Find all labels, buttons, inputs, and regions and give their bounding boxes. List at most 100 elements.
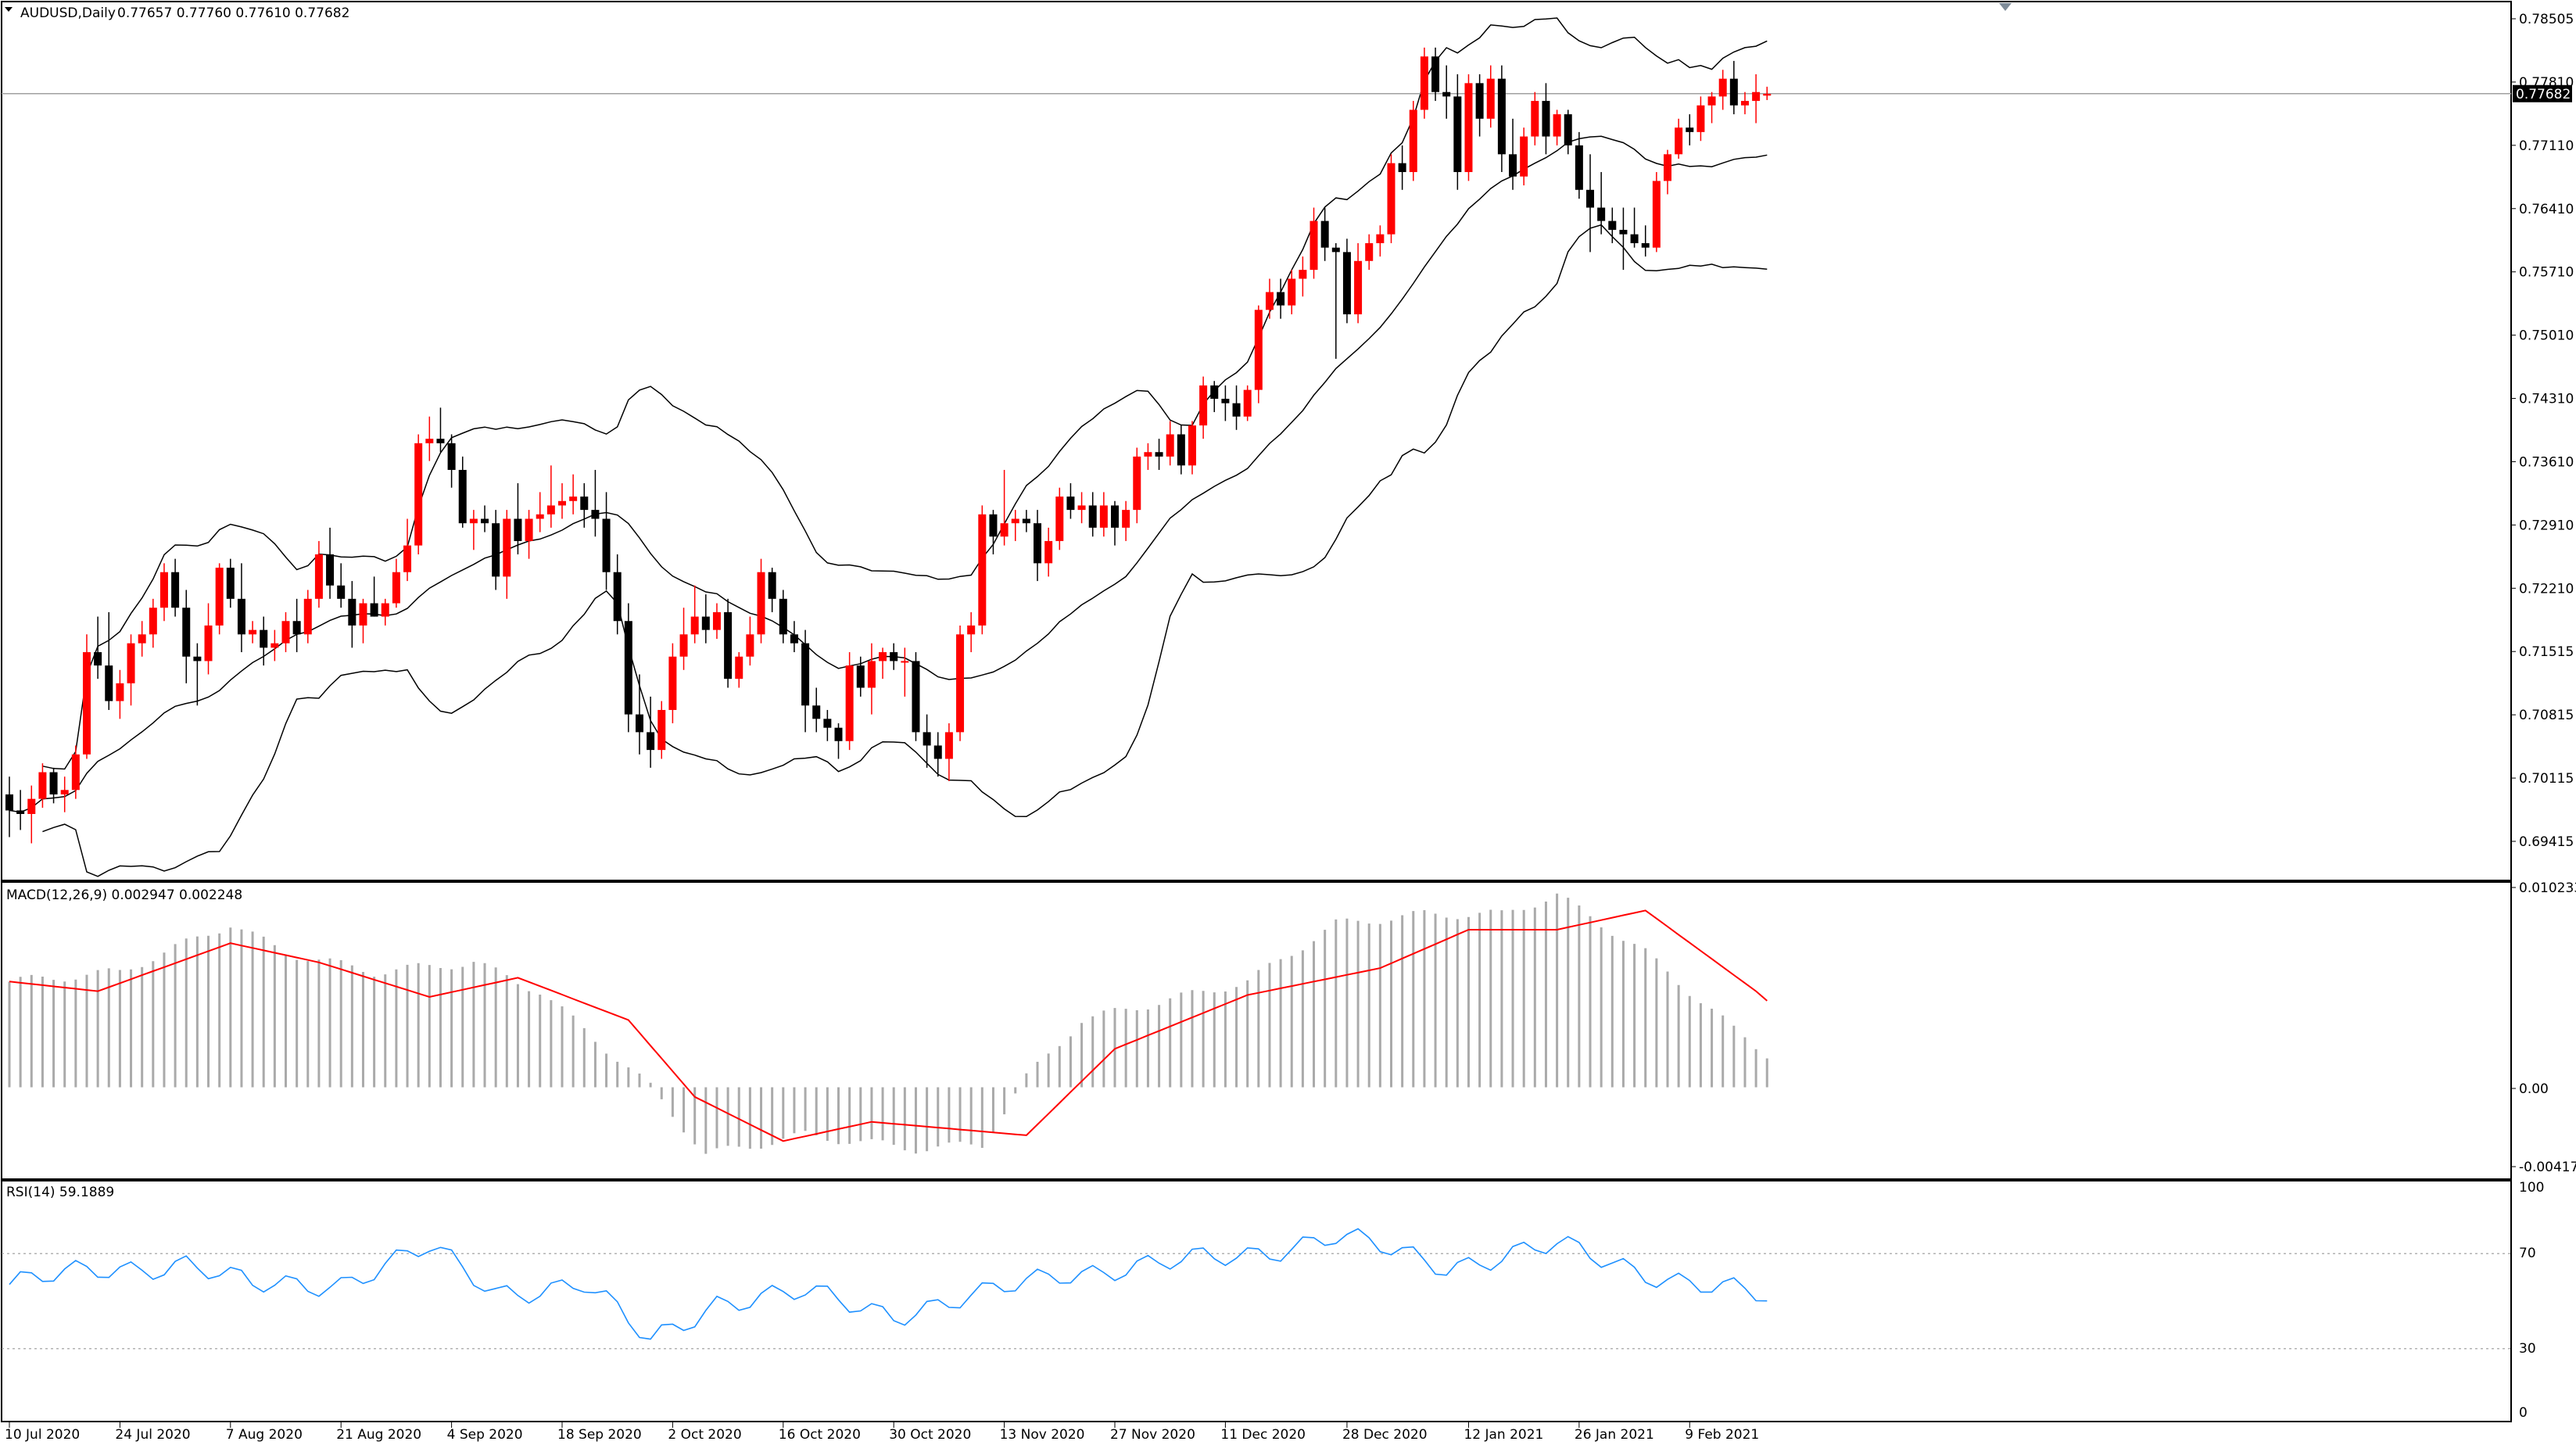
- candle-body: [1055, 497, 1064, 541]
- candle: [1763, 86, 1772, 100]
- candle: [867, 643, 876, 715]
- candle-body: [657, 709, 666, 751]
- macd-y-tick-label: 0.010233: [2519, 880, 2576, 896]
- candle: [1265, 278, 1274, 319]
- candle-body: [481, 518, 489, 524]
- candle-body: [923, 732, 931, 746]
- candle: [1497, 65, 1506, 173]
- candle: [1044, 527, 1053, 577]
- candle-body: [1288, 278, 1296, 306]
- candle: [668, 643, 677, 724]
- candle-body: [647, 732, 655, 751]
- y-tick-label: 0.71515: [2519, 644, 2574, 660]
- candle: [1675, 118, 1683, 159]
- shift-marker-icon[interactable]: [1999, 3, 2012, 11]
- candle-body: [215, 568, 224, 626]
- candle-body: [447, 443, 456, 470]
- x-tick-label: 28 Dec 2020: [1342, 1427, 1428, 1443]
- candle: [591, 469, 600, 537]
- candle: [381, 598, 389, 626]
- candle-body: [1299, 270, 1307, 279]
- candle-body: [458, 469, 467, 524]
- candle: [613, 554, 622, 635]
- candle: [60, 776, 69, 812]
- x-tick-label: 21 Aug 2020: [336, 1427, 421, 1443]
- candle: [1630, 207, 1639, 248]
- candle-body: [624, 621, 632, 715]
- candle: [635, 674, 643, 755]
- x-tick-label: 9 Feb 2021: [1685, 1427, 1759, 1443]
- rsi-line: [9, 1228, 1768, 1340]
- candle-body: [1320, 221, 1329, 248]
- symbol-title: AUDUSD,Daily: [20, 5, 116, 21]
- candle-body: [204, 625, 213, 662]
- candle-body: [127, 643, 135, 683]
- candle-body: [226, 568, 235, 599]
- collapse-arrow-icon[interactable]: [5, 7, 13, 12]
- candle: [1299, 256, 1307, 297]
- x-tick-label: 24 Jul 2020: [115, 1427, 190, 1443]
- candle-body: [1034, 523, 1042, 564]
- candle: [956, 625, 965, 741]
- candle: [204, 603, 213, 675]
- candle: [1210, 381, 1219, 413]
- price-panel[interactable]: [2, 17, 2511, 877]
- candle: [1331, 243, 1340, 359]
- candle-body: [779, 598, 787, 635]
- candle-body: [1564, 114, 1572, 145]
- candle-body: [1664, 154, 1671, 181]
- candle-body: [436, 439, 445, 443]
- candle-body: [1763, 93, 1772, 96]
- candle-body: [757, 572, 765, 635]
- candle-body: [912, 661, 920, 733]
- candle: [1729, 60, 1738, 115]
- candle: [812, 687, 821, 733]
- bollinger-lower-band: [42, 224, 1768, 877]
- candle-body: [1066, 497, 1075, 511]
- candle-body: [1188, 425, 1196, 466]
- macd-panel[interactable]: [8, 893, 1768, 1154]
- candle-body: [1376, 234, 1385, 244]
- candle: [1288, 270, 1296, 314]
- candle: [1077, 492, 1086, 524]
- candle-body: [94, 652, 102, 666]
- candle: [1111, 500, 1119, 546]
- candle: [436, 407, 445, 453]
- candle: [1166, 421, 1174, 466]
- macd-y-tick-label: 0.00: [2519, 1081, 2549, 1097]
- candle: [679, 608, 688, 670]
- candle-body: [724, 611, 733, 679]
- candle: [1542, 83, 1550, 155]
- candle-body: [901, 661, 909, 663]
- candle: [447, 434, 456, 488]
- x-tick-label: 2 Oct 2020: [668, 1427, 741, 1443]
- candle-body: [414, 443, 423, 546]
- candle-body: [989, 514, 998, 537]
- candle-body: [967, 625, 976, 635]
- candle-body: [1122, 510, 1130, 528]
- candle-body: [49, 772, 58, 794]
- candle-body: [1475, 83, 1484, 119]
- main-panel-frame: [1, 1, 2512, 881]
- rsi-panel[interactable]: [2, 1228, 2511, 1350]
- candle: [1122, 500, 1130, 541]
- candle: [469, 510, 478, 550]
- candle-body: [867, 661, 876, 688]
- candle-body: [1542, 101, 1550, 137]
- candle-body: [1431, 56, 1440, 92]
- candle: [281, 611, 290, 653]
- candle: [71, 745, 80, 799]
- candle: [1696, 96, 1705, 142]
- candle: [1177, 425, 1185, 475]
- candle-body: [281, 621, 290, 644]
- last-price-label: 0.77682: [2516, 87, 2571, 102]
- candle: [1420, 47, 1428, 119]
- candle-body: [834, 727, 843, 741]
- candle: [370, 576, 378, 617]
- candle: [1531, 91, 1539, 145]
- candle: [790, 621, 798, 653]
- candle-body: [812, 705, 821, 719]
- candle-body: [1133, 456, 1141, 511]
